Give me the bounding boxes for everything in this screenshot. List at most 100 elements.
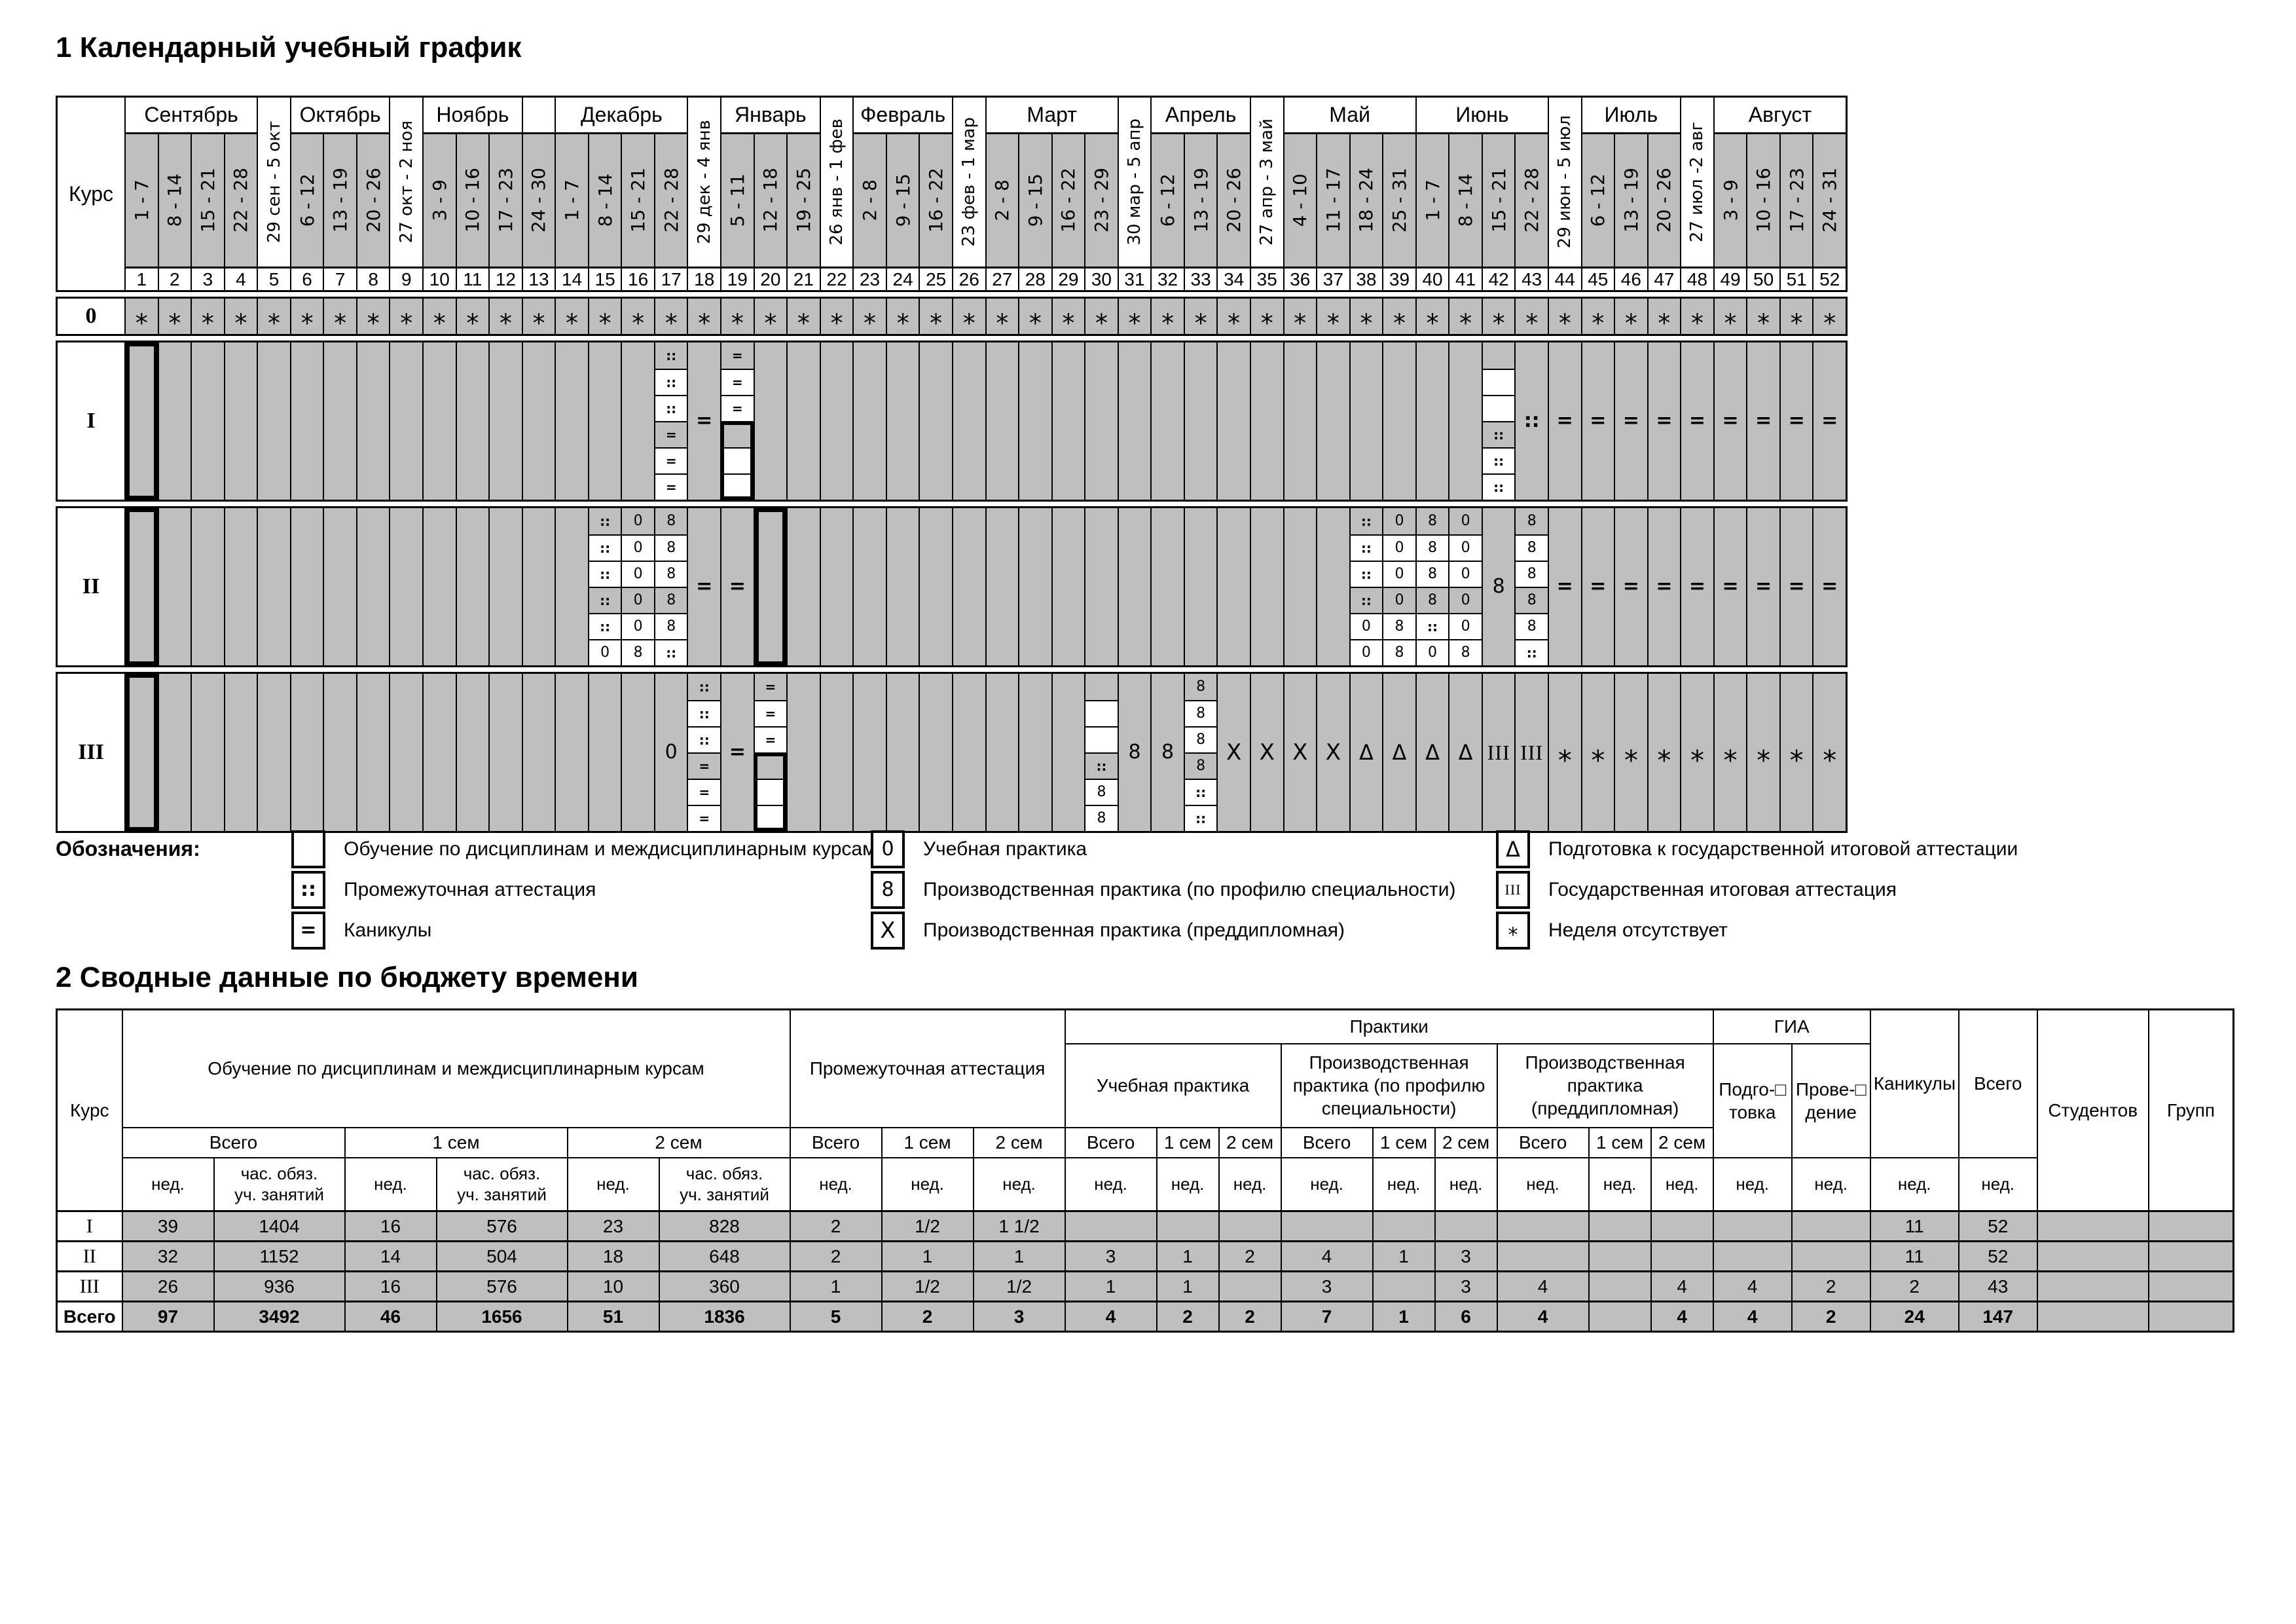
calendar-symbol: * [1657, 744, 1671, 777]
calendar-subcell: :: [1350, 508, 1383, 534]
calendar-month-cell: Апрель [1150, 98, 1250, 134]
calendar-course-header: Курс [58, 98, 124, 290]
calendar-cell-w11: * [455, 299, 489, 336]
calendar-symbol: :: [1523, 409, 1540, 432]
calendar-week-range-cell: 6 - 12 [289, 134, 323, 267]
calendar-cell-w43: :: [1514, 342, 1548, 500]
calendar-week-number-cell: 36 [1283, 267, 1317, 290]
week-range-label: 12 - 18 [759, 168, 782, 233]
calendar-subcell: 0 [622, 561, 654, 587]
calendar-week-range-cell: 15 - 21 [191, 134, 224, 267]
calendar-cell-w35: * [1249, 299, 1283, 336]
summary-value-cell: 1 1/2 [972, 1210, 1066, 1242]
summary-value-cell: 10 [566, 1270, 660, 1302]
calendar-subcell [1482, 395, 1515, 421]
calendar-cell-w25: * [919, 299, 952, 338]
summary-header: Курс Обучение по дисциплинам и междисципл… [56, 1008, 2234, 1212]
calendar-week-range-cell: 20 - 26 [1216, 134, 1250, 267]
calendar-week-range-cell: 3 - 9 [422, 134, 456, 267]
summary-header-cell: Всего [121, 1126, 346, 1158]
calendar-subcell: = [754, 674, 787, 700]
summary-value-cell: 4 [1280, 1240, 1374, 1272]
calendar-symbol: = [696, 409, 713, 432]
calendar-subcell: 8 [1184, 700, 1217, 726]
summary-value-cell: 4 [1650, 1270, 1714, 1302]
calendar-week-number-cell: 49 [1713, 267, 1747, 290]
calendar-symbol: = [1656, 575, 1673, 598]
calendar-cell-w17: :::::: = = = [653, 342, 687, 500]
calendar-cell-w7: * [323, 299, 356, 336]
summary-value-cell [1712, 1210, 1793, 1242]
calendar-week-number-cell: 2 [157, 267, 191, 290]
calendar-symbol: * [962, 308, 975, 338]
summary-body: I 39 1404 16 576 23 828 2 1/2 1 1/2 11 52 II 32 1152 14… [56, 1210, 2234, 1333]
calendar-symbol: * [201, 308, 214, 338]
calendar-week-number-cell: 38 [1349, 267, 1383, 290]
summary-value-cell: 1 [1372, 1301, 1436, 1333]
legend-symbol: Δ [1506, 837, 1520, 862]
legend-symbol-box: Δ [1496, 830, 1530, 868]
summary-row-Всего: Всего 97 3492 46 1656 51 1836 5 2 3 4 2 2 7 1 6 4 4 4 2 24 14… [56, 1301, 2234, 1333]
calendar-subcell: = [721, 342, 754, 369]
week-range-label: 16 - 22 [1057, 168, 1080, 233]
calendar-week-range-cell: 24 - 30 [521, 134, 555, 267]
calendar-cell-w18: = [687, 508, 721, 665]
summary-value-cell: 147 [1958, 1301, 2038, 1333]
calendar-symbol: * [830, 308, 843, 338]
week-range-label: 3 - 9 [428, 179, 450, 221]
legend-item: 8 Производственная практика (по профилю с… [871, 871, 1455, 909]
calendar-symbol: * [135, 308, 148, 338]
summary-header-cell: Каникулы [1869, 1008, 1959, 1158]
calendar-cross-week-cell: 27 июл -2 авг [1680, 98, 1713, 267]
calendar-cell-w42: III [1481, 674, 1515, 831]
calendar-month-cell: Январь [720, 98, 820, 134]
calendar-cell-w25 [919, 674, 952, 831]
summary-header-cell: Учебная практика [1064, 1043, 1282, 1128]
calendar-week-range-cell: 8 - 14 [157, 134, 191, 267]
calendar-subcell: = [655, 473, 687, 500]
calendar-subcell: :: [655, 369, 687, 395]
calendar-subcell [721, 447, 754, 473]
calendar-subcell: :: [1482, 421, 1515, 447]
calendar-symbol: * [1823, 744, 1837, 777]
calendar-subcell: :: [589, 534, 621, 561]
summary-header-cell: Производственная практика (преддипломная… [1496, 1043, 1714, 1128]
calendar-week-number-cell: 44 [1547, 267, 1581, 290]
calendar-subcell: 8 [655, 587, 687, 613]
calendar-month-cell: Сентябрь [124, 98, 257, 134]
calendar-cell-w24 [885, 508, 919, 665]
calendar-subcell: 8 [1516, 561, 1548, 587]
legend-item-label: Подготовка к государственной итоговой ат… [1548, 838, 2018, 860]
calendar-cell-w31: 8 [1117, 674, 1151, 831]
calendar-cell-w48: = [1680, 508, 1713, 665]
calendar-subcell: 0 [1350, 639, 1383, 665]
summary-header-cell: 2 сем [1650, 1126, 1714, 1158]
calendar-week-number-cell: 15 [587, 267, 621, 290]
calendar-week-number-cell: 52 [1812, 267, 1846, 290]
week-range-label: 11 - 17 [1322, 168, 1344, 233]
summary-header-cell: нед. [881, 1156, 974, 1212]
calendar-cell-w22 [819, 342, 853, 500]
course-row-I: I:::::: = = = = = = =:::::::: = = = = = = = = = [56, 341, 1848, 502]
week-range-label: 2 - 8 [991, 179, 1013, 221]
calendar-cell-w4: * [223, 299, 257, 336]
week-range-label: 20 - 26 [1223, 168, 1245, 233]
calendar-cell-w17: * [653, 299, 687, 336]
week-range-label: 13 - 19 [329, 168, 352, 233]
week-range-label: 23 фев - 1 мар [959, 117, 979, 247]
calendar-week-number-cell: 37 [1316, 267, 1349, 290]
summary-header-cell: 2 сем [1434, 1126, 1498, 1158]
calendar-week-number-cell: 22 [819, 267, 853, 290]
calendar-cell-w41 [1448, 342, 1482, 500]
week-range-label: 13 - 19 [1190, 168, 1212, 233]
calendar-cell-w2 [157, 508, 191, 665]
calendar-cell-w16: * [621, 299, 654, 336]
calendar-cell-w13 [521, 508, 555, 665]
summary-value-cell: 43 [1958, 1270, 2038, 1302]
week-range-label: 20 - 26 [362, 168, 384, 233]
legend-column-2: 0 Учебная практика 8 Производственная практ… [871, 830, 1455, 952]
calendar-cell-w46: = [1614, 342, 1647, 500]
calendar-symbol: * [1558, 744, 1572, 777]
calendar-symbol: * [930, 308, 943, 338]
